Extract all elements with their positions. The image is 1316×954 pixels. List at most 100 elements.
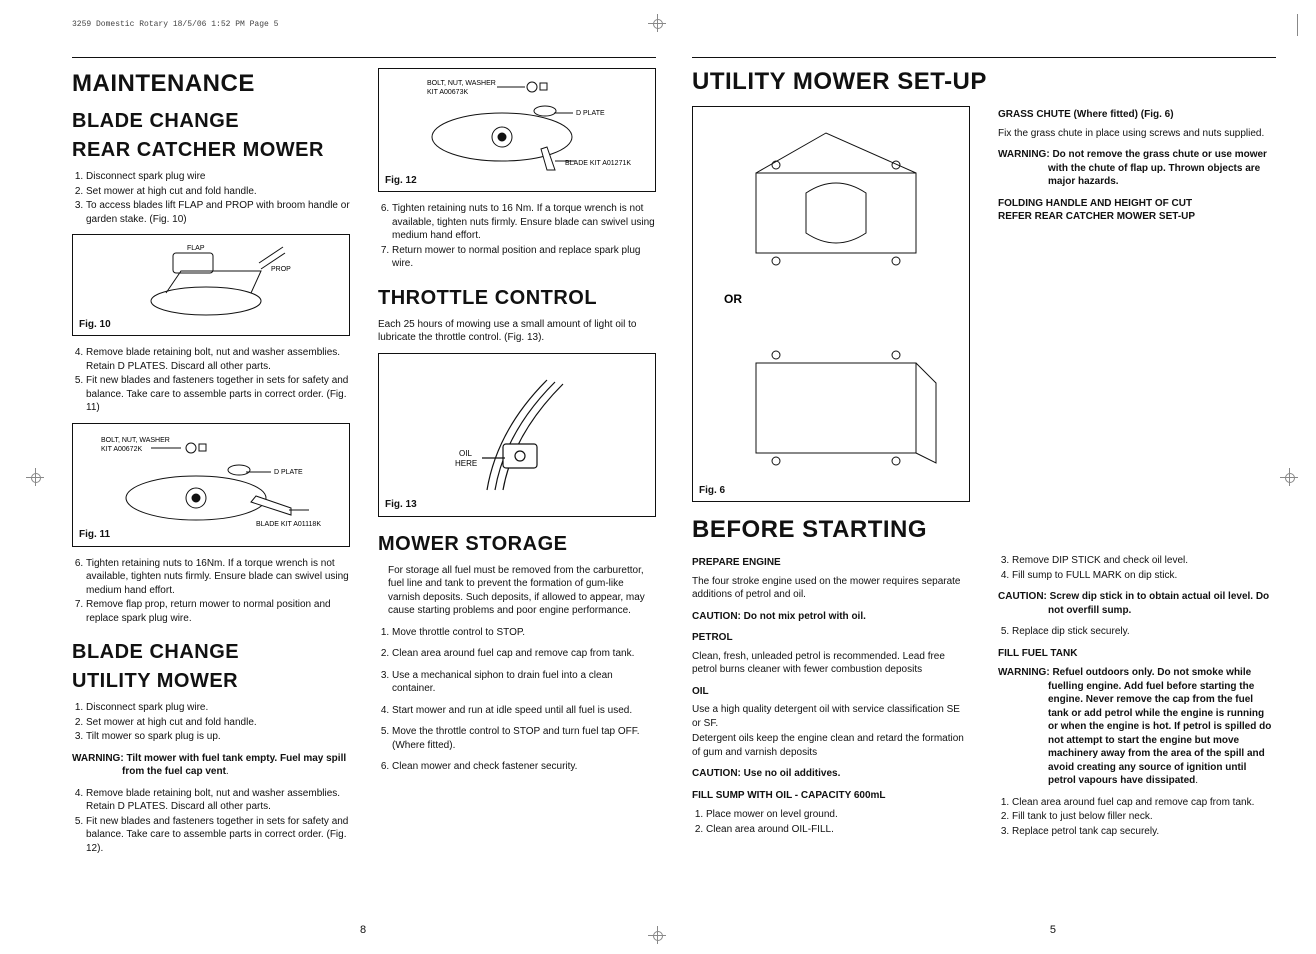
step: Clean area around OIL-FILL. xyxy=(706,823,970,837)
warning-chute: WARNING: Do not remove the grass chute o… xyxy=(998,148,1276,189)
caution-dipstick: CAUTION: Screw dip stick in to obtain ac… xyxy=(998,590,1276,617)
fig12-blade: BLADE KIT A01271K xyxy=(565,160,631,167)
fig13-here: HERE xyxy=(455,459,477,468)
steps-sump-2: Remove DIP STICK and check oil level. Fi… xyxy=(998,554,1276,582)
step: Set mower at high cut and fold handle. xyxy=(86,716,350,730)
rule xyxy=(692,57,1276,58)
step: Fit new blades and fasteners together in… xyxy=(86,374,350,415)
oil-text-2: Detergent oils keep the engine clean and… xyxy=(692,732,970,759)
step: Move the throttle control to STOP and tu… xyxy=(392,725,656,752)
heading-utility-mower: UTILITY MOWER xyxy=(72,668,350,695)
subhead-prepare-engine: PREPARE ENGINE xyxy=(692,556,970,570)
columns-right-top: OR Fig. 6 GRASS CHUTE (Where fitted) (Fi… xyxy=(692,100,1276,512)
subhead-folding-b: REFER REAR CATCHER MOWER SET-UP xyxy=(998,210,1276,224)
subhead-grass-chute: GRASS CHUTE (Where fitted) (Fig. 6) xyxy=(998,108,1276,122)
step: Remove DIP STICK and check oil level. xyxy=(1012,554,1276,568)
col-1: MAINTENANCE BLADE CHANGE REAR CATCHER MO… xyxy=(72,68,350,863)
step: Disconnect spark plug wire xyxy=(86,170,350,184)
page: 3259 Domestic Rotary 18/5/06 1:52 PM Pag… xyxy=(0,0,1316,954)
warn-text: Refuel outdoors only. Do not smoke while… xyxy=(1048,667,1271,786)
fig6-or: OR xyxy=(724,292,742,306)
heading-before-starting: BEFORE STARTING xyxy=(692,516,1276,544)
caution-mix: CAUTION: Do not mix petrol with oil. xyxy=(692,610,970,624)
col-4-bottom: Remove DIP STICK and check oil level. Fi… xyxy=(998,548,1276,846)
columns-left: MAINTENANCE BLADE CHANGE REAR CATCHER MO… xyxy=(72,68,656,863)
step: Return mower to normal position and repl… xyxy=(392,244,656,271)
step: Fill sump to FULL MARK on dip stick. xyxy=(1012,569,1276,583)
print-header: 3259 Domestic Rotary 18/5/06 1:52 PM Pag… xyxy=(72,20,1276,29)
figure-6: OR Fig. 6 xyxy=(692,106,970,502)
storage-text: For storage all fuel must be removed fro… xyxy=(378,564,656,618)
heading-utility-setup: UTILITY MOWER SET-UP xyxy=(692,68,1276,96)
warn-label: WARNING: xyxy=(998,149,1052,160)
figure-11: BOLT, NUT, WASHER KIT A00672K D PLATE BL… xyxy=(72,423,350,547)
page-number-left: 8 xyxy=(360,924,366,936)
step: Replace petrol tank cap securely. xyxy=(1012,825,1276,839)
steps-utility-3: Tighten retaining nuts to 16 Nm. If a to… xyxy=(378,202,656,271)
throttle-text: Each 25 hours of mowing use a small amou… xyxy=(378,318,656,345)
heading-blade-change: BLADE CHANGE xyxy=(72,108,350,135)
step: Start mower and run at idle speed until … xyxy=(392,704,656,718)
columns-right-bottom: PREPARE ENGINE The four stroke engine us… xyxy=(692,548,1276,846)
fig13-oil: OIL xyxy=(459,449,472,458)
fig10-prop: PROP xyxy=(271,266,291,273)
heading-maintenance: MAINTENANCE xyxy=(72,68,350,100)
step: Tighten retaining nuts to 16 Nm. If a to… xyxy=(392,202,656,243)
crop-mark-bottom xyxy=(648,926,666,944)
steps-maint-1: Disconnect spark plug wire Set mower at … xyxy=(72,170,350,226)
fig-label: Fig. 6 xyxy=(699,484,725,498)
step: Remove flap prop, return mower to normal… xyxy=(86,598,350,625)
grass-chute-text: Fix the grass chute in place using screw… xyxy=(998,127,1276,141)
subhead-oil: OIL xyxy=(692,685,970,699)
col-3-top: OR Fig. 6 xyxy=(692,100,970,512)
figure-10: FLAP PROP Fig. 10 xyxy=(72,234,350,336)
fig11-blade: BLADE KIT A01118K xyxy=(256,521,321,528)
figure-12: BOLT, NUT, WASHER KIT A00673K D PLATE BL… xyxy=(378,68,656,192)
fig11-dplate: D PLATE xyxy=(274,469,303,476)
warning-refuel: WARNING: Refuel outdoors only. Do not sm… xyxy=(998,666,1276,788)
step: Place mower on level ground. xyxy=(706,808,970,822)
crop-mark-top xyxy=(648,14,666,32)
step: Remove blade retaining bolt, nut and was… xyxy=(86,787,350,814)
heading-storage: MOWER STORAGE xyxy=(378,531,656,558)
steps-maint-3: Tighten retaining nuts to 16Nm. If a tor… xyxy=(72,557,350,626)
steps-utility-1: Disconnect spark plug wire. Set mower at… xyxy=(72,701,350,744)
steps-utility-2: Remove blade retaining bolt, nut and was… xyxy=(72,787,350,856)
page-right: UTILITY MOWER SET-UP xyxy=(692,57,1276,863)
caution-additives: CAUTION: Use no oil additives. xyxy=(692,767,970,781)
step: Tilt mower so spark plug is up. xyxy=(86,730,350,744)
crop-mark-left xyxy=(26,468,44,486)
fig-label: Fig. 12 xyxy=(385,174,417,188)
step: Set mower at high cut and fold handle. xyxy=(86,185,350,199)
page-left: MAINTENANCE BLADE CHANGE REAR CATCHER MO… xyxy=(72,57,656,863)
fig11-kit1: BOLT, NUT, WASHER xyxy=(101,437,170,444)
steps-fuel: Clean area around fuel cap and remove ca… xyxy=(998,796,1276,839)
col-4-top: GRASS CHUTE (Where fitted) (Fig. 6) Fix … xyxy=(998,100,1276,512)
page-number-right: 5 xyxy=(1050,924,1056,936)
fig12-kit1: BOLT, NUT, WASHER xyxy=(427,80,496,87)
rule xyxy=(72,57,656,58)
col-2: BOLT, NUT, WASHER KIT A00673K D PLATE BL… xyxy=(378,68,656,863)
step: Move throttle control to STOP. xyxy=(392,626,656,640)
heading-throttle: THROTTLE CONTROL xyxy=(378,285,656,312)
caution-text: Do not mix petrol with oil. xyxy=(744,611,866,622)
oil-text-1: Use a high quality detergent oil with se… xyxy=(692,703,970,730)
petrol-text: Clean, fresh, unleaded petrol is recomme… xyxy=(692,650,970,677)
step: Clean area around fuel cap and remove ca… xyxy=(1012,796,1276,810)
caution-label: CAUTION: xyxy=(998,591,1050,602)
warn-label: WARNING: xyxy=(72,753,126,764)
subhead-petrol: PETROL xyxy=(692,631,970,645)
step: Tighten retaining nuts to 16Nm. If a tor… xyxy=(86,557,350,598)
subhead-fill-sump: FILL SUMP WITH OIL - CAPACITY 600mL xyxy=(692,789,970,803)
step: Clean area around fuel cap and remove ca… xyxy=(392,647,656,661)
heading-blade-change-utility: BLADE CHANGE xyxy=(72,639,350,666)
step: Clean mower and check fastener security. xyxy=(392,760,656,774)
fig-label: Fig. 10 xyxy=(79,318,111,332)
corner-tick xyxy=(1297,14,1298,36)
step: To access blades lift FLAP and PROP with… xyxy=(86,199,350,226)
steps-maint-2: Remove blade retaining bolt, nut and was… xyxy=(72,346,350,415)
fig-label: Fig. 13 xyxy=(385,498,417,512)
step: Use a mechanical siphon to drain fuel in… xyxy=(392,669,656,696)
spread: MAINTENANCE BLADE CHANGE REAR CATCHER MO… xyxy=(72,57,1276,863)
fig11-kit1b: KIT A00672K xyxy=(101,446,142,453)
